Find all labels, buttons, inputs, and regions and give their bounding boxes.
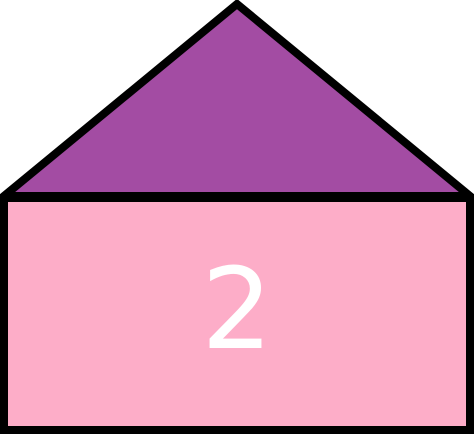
wall-rectangle bbox=[0, 194, 474, 434]
house-number-label: 2 bbox=[201, 245, 273, 375]
roof-triangle bbox=[0, 0, 474, 200]
